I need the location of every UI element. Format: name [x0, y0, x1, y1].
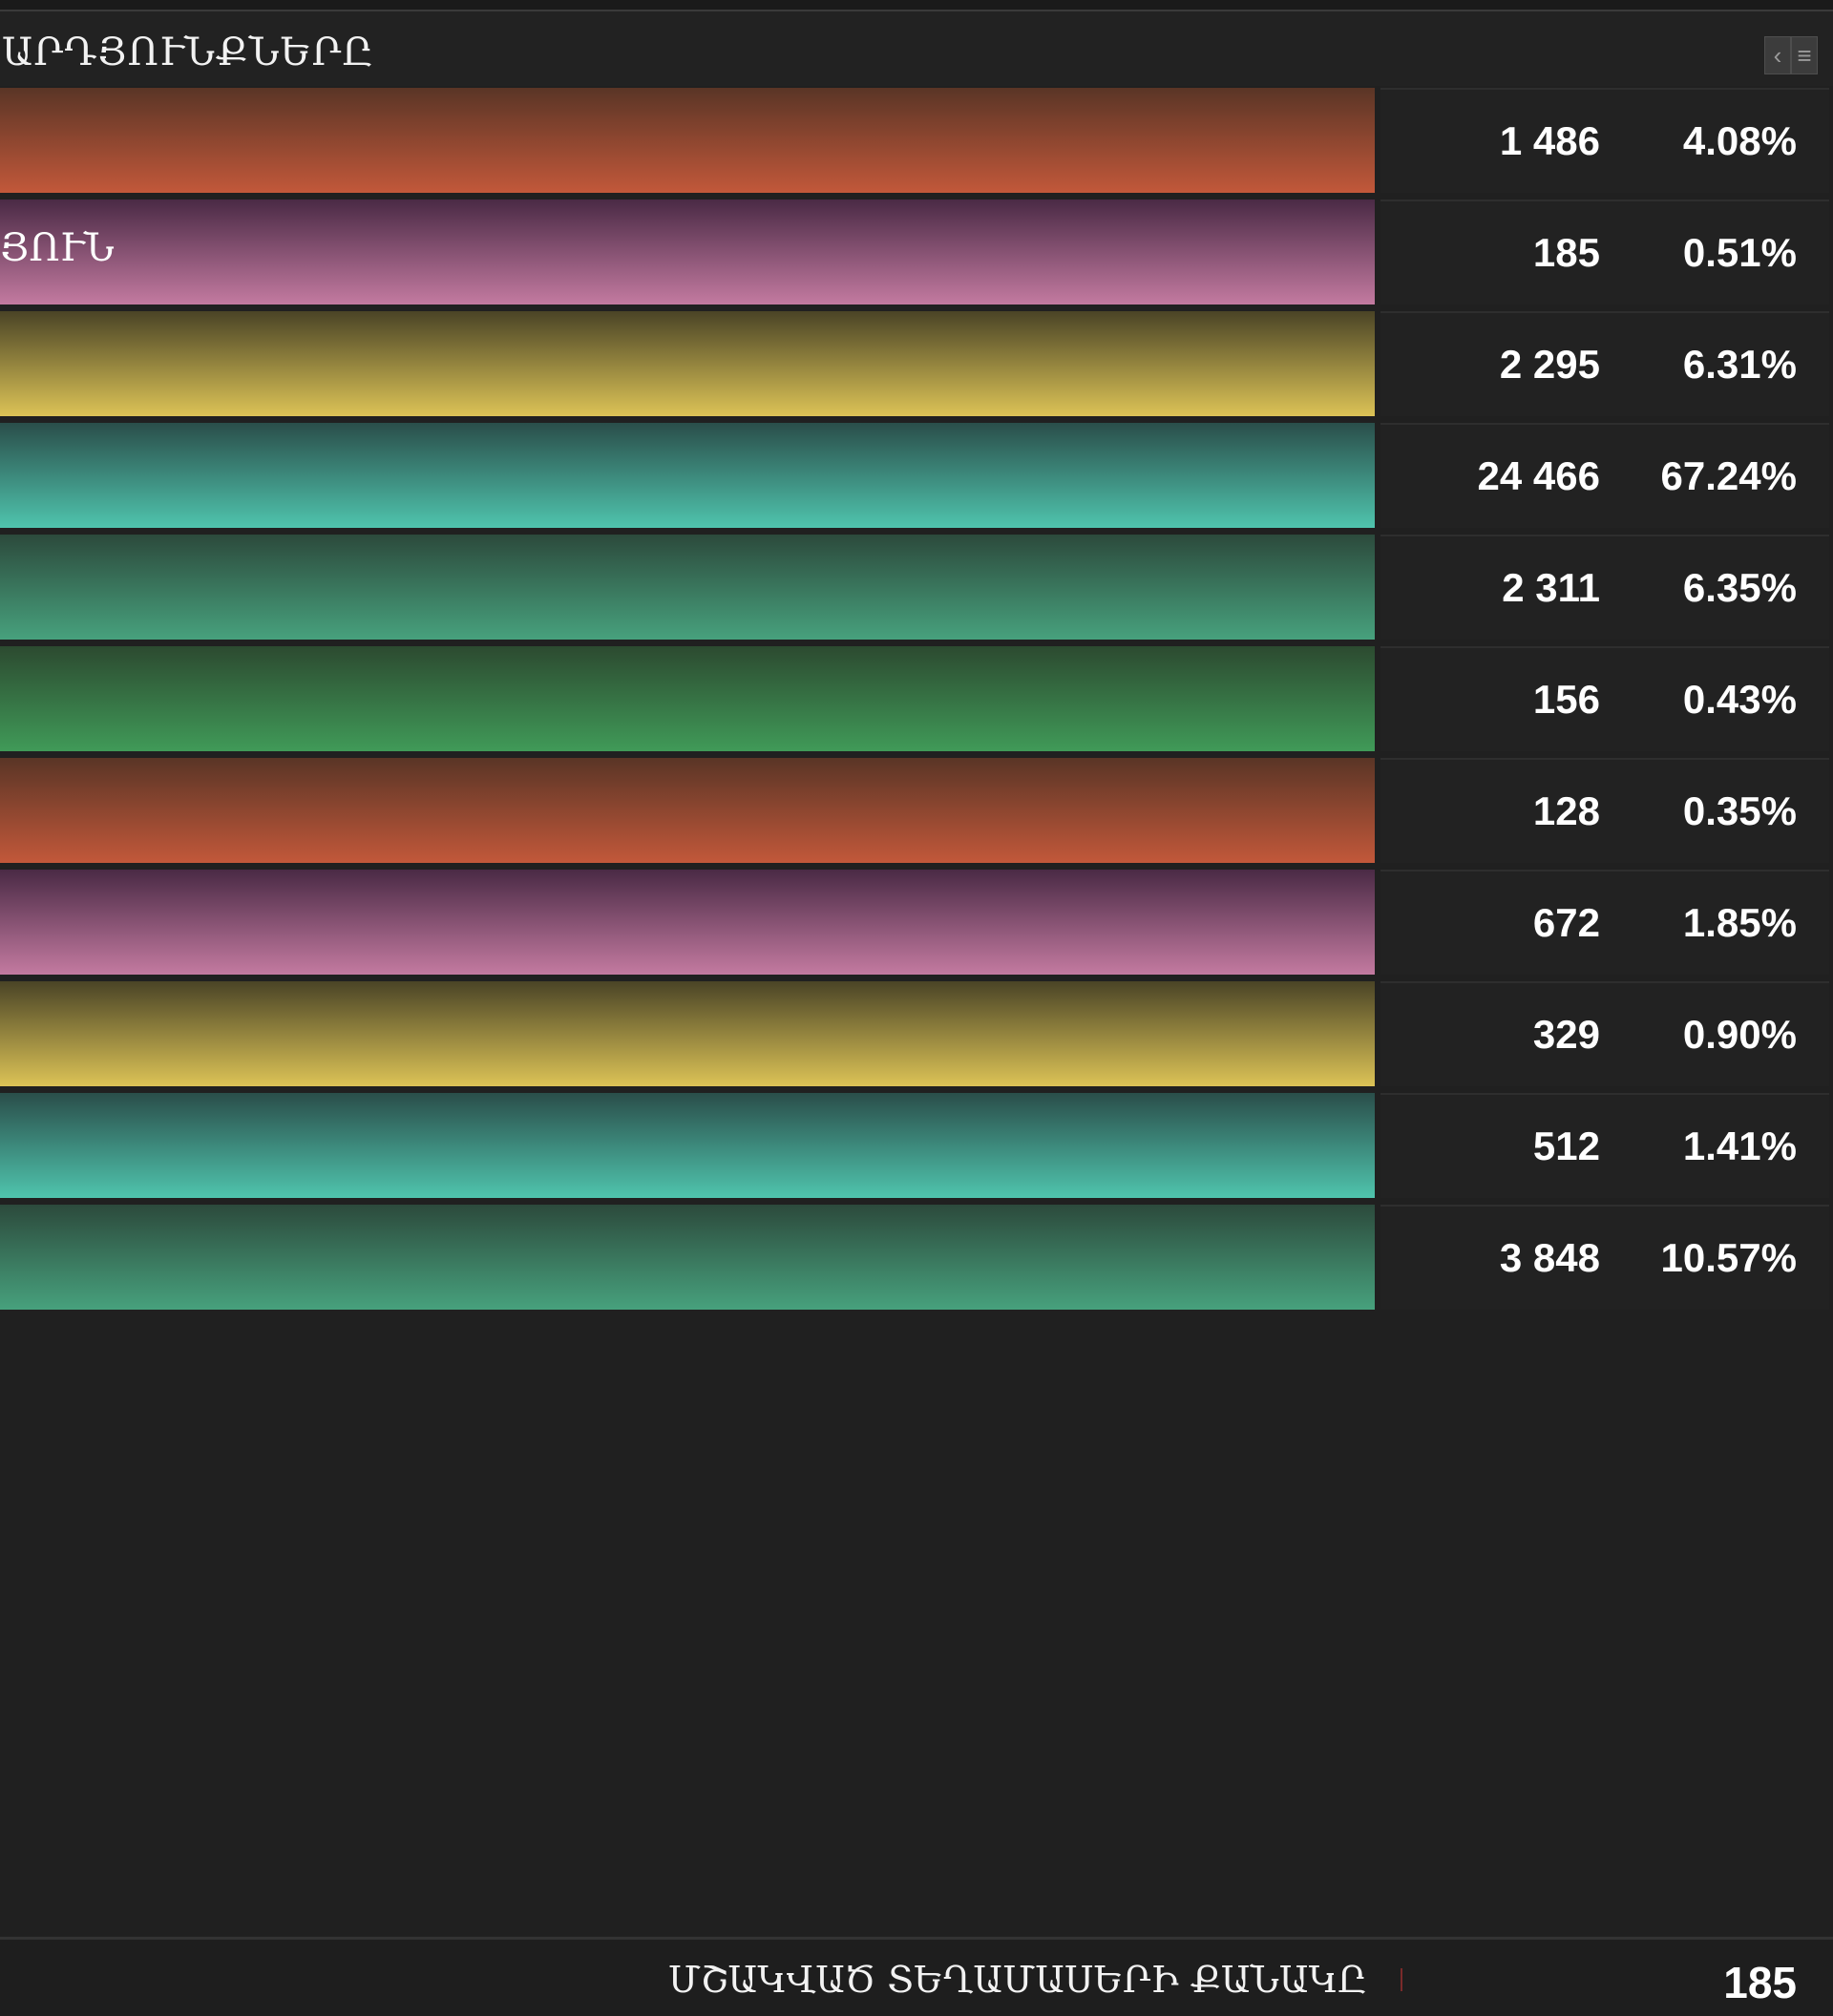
result-values: 128 0.35% [1380, 758, 1829, 863]
top-divider [0, 0, 1833, 11]
result-bar-yellow [0, 311, 1375, 416]
chevron-left-icon[interactable]: ‹ [1764, 36, 1791, 74]
result-row[interactable]: 672 1.85% [0, 870, 1833, 975]
result-bar-turquoise [0, 423, 1375, 528]
result-bar-orange [0, 88, 1375, 193]
vote-percent: 6.35% [1682, 565, 1797, 610]
vote-percent: 0.51% [1682, 230, 1797, 275]
result-values: 24 466 67.24% [1380, 423, 1829, 528]
result-bar-teal-green [0, 1205, 1375, 1310]
vote-count: 2 311 [1502, 565, 1600, 610]
result-row[interactable]: 156 0.43% [0, 646, 1833, 751]
result-values: 185 0.51% [1380, 200, 1829, 304]
result-row[interactable]: 329 0.90% [0, 981, 1833, 1086]
footer-separator [1401, 1968, 1402, 1991]
vote-count: 156 [1532, 677, 1600, 722]
result-row[interactable]: 2 295 6.31% [0, 311, 1833, 416]
result-bar-turquoise [0, 1093, 1375, 1198]
vote-percent: 0.35% [1682, 788, 1797, 833]
result-values: 329 0.90% [1380, 981, 1829, 1086]
vote-count: 2 295 [1499, 342, 1600, 387]
vote-count: 512 [1532, 1124, 1600, 1168]
result-bar-pink [0, 870, 1375, 975]
footer-bar: ՄՇԱԿՎԱԾ ՏԵՂԱՄԱՍԵՐԻ ՔԱՆԱԿԸ 185 [0, 1940, 1833, 2016]
vote-percent: 6.31% [1682, 342, 1797, 387]
result-values: 1 486 4.08% [1380, 88, 1829, 193]
vote-count: 185 [1532, 230, 1600, 275]
vote-percent: 0.90% [1682, 1012, 1797, 1057]
processed-precincts-value: 185 [1723, 1958, 1797, 2007]
vote-count: 329 [1532, 1012, 1600, 1057]
result-row[interactable]: ՅՈՒՆ 185 0.51% [0, 200, 1833, 304]
vote-count: 24 466 [1477, 453, 1600, 498]
vote-percent: 10.57% [1660, 1235, 1797, 1280]
vote-count: 128 [1532, 788, 1600, 833]
results-header: ԱՐԴՅՈՒՆՔՆԵՐԸ ‹ ≡ [0, 11, 1833, 86]
result-row[interactable]: 2 311 6.35% [0, 535, 1833, 640]
vote-count: 1 486 [1499, 118, 1600, 163]
result-values: 156 0.43% [1380, 646, 1829, 751]
page-title: ԱՐԴՅՈՒՆՔՆԵՐԸ [2, 31, 374, 74]
vote-percent: 0.43% [1682, 677, 1797, 722]
processed-precincts-label: ՄՇԱԿՎԱԾ ՏԵՂԱՄԱՍԵՐԻ ՔԱՆԱԿԸ [667, 1959, 1367, 2001]
result-values: 2 295 6.31% [1380, 311, 1829, 416]
result-row[interactable]: 512 1.41% [0, 1093, 1833, 1198]
result-row[interactable]: 128 0.35% [0, 758, 1833, 863]
result-values: 672 1.85% [1380, 870, 1829, 975]
vote-percent: 1.85% [1682, 900, 1797, 945]
vote-percent: 1.41% [1682, 1124, 1797, 1168]
vote-percent: 67.24% [1660, 453, 1797, 498]
result-values: 3 848 10.57% [1380, 1205, 1829, 1310]
result-bar-orange [0, 758, 1375, 863]
footer-divider [0, 1937, 1833, 1940]
result-values: 512 1.41% [1380, 1093, 1829, 1198]
vote-count: 672 [1532, 900, 1600, 945]
hamburger-menu-icon[interactable]: ≡ [1791, 36, 1818, 74]
party-name: ՅՈՒՆ [0, 226, 115, 270]
result-bar-teal-green [0, 535, 1375, 640]
result-row[interactable]: 3 848 10.57% [0, 1205, 1833, 1310]
result-row[interactable]: 24 466 67.24% [0, 423, 1833, 528]
result-bar-green [0, 646, 1375, 751]
vote-count: 3 848 [1499, 1235, 1600, 1280]
result-row[interactable]: 1 486 4.08% [0, 88, 1833, 193]
vote-percent: 4.08% [1682, 118, 1797, 163]
result-bar-pink: ՅՈՒՆ [0, 200, 1375, 304]
result-bar-yellow [0, 981, 1375, 1086]
result-values: 2 311 6.35% [1380, 535, 1829, 640]
